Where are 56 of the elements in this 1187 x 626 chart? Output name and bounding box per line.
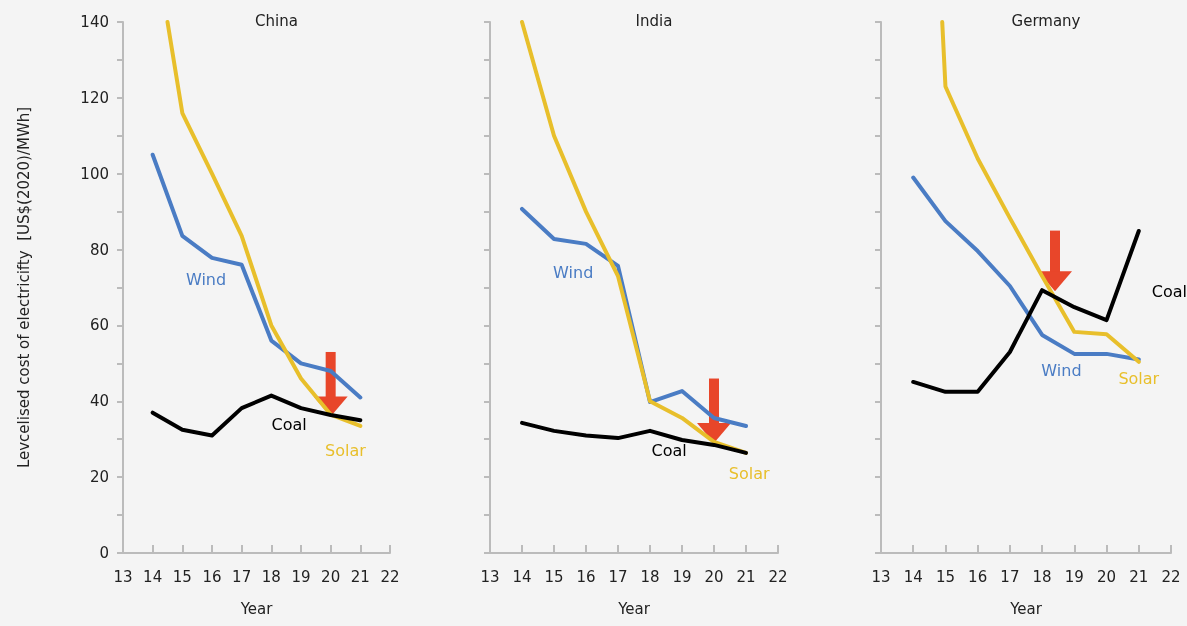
y-tick-label: 0 — [99, 544, 109, 562]
x-tick-label: 15 — [172, 567, 192, 586]
x-tick-label: 20 — [1097, 567, 1117, 586]
chart-title: Germany — [1011, 11, 1081, 30]
series-label: Coal — [1151, 281, 1187, 301]
x-tick-label: 22 — [1161, 567, 1181, 586]
y-tick-label: 140 — [80, 13, 109, 31]
x-tick-label: 22 — [768, 567, 788, 586]
series-label: Wind — [553, 262, 594, 282]
x-tick-label: 19 — [291, 567, 311, 586]
x-tick-label: 18 — [640, 567, 660, 586]
line-series — [150, 393, 363, 438]
x-tick-label: 14 — [512, 567, 532, 586]
x-tick-label: 18 — [1032, 567, 1052, 586]
line-series — [150, 152, 363, 400]
x-tick-label: 21 — [350, 567, 370, 586]
x-tick-label: 13 — [871, 567, 891, 586]
x-tick-label: 21 — [736, 567, 756, 586]
y-tick-label: 80 — [89, 240, 109, 259]
series-label: Wind — [185, 270, 227, 290]
x-tick-label: 13 — [113, 567, 133, 586]
x-axis-title: Year — [1009, 599, 1043, 618]
x-tick-label: 20 — [321, 567, 341, 586]
x-tick-label: 15 — [935, 567, 955, 586]
y-tick-label: 60 — [89, 316, 109, 335]
y-axis-title: Levcelised cost of electricifty [US$(2020)/MWh] — [14, 106, 33, 469]
x-tick-label: 20 — [704, 567, 724, 586]
x-tick-label: 21 — [1129, 567, 1149, 586]
x-tick-label: 22 — [380, 567, 400, 586]
x-tick-label: 16 — [576, 567, 596, 586]
series-label: Coal — [271, 414, 307, 434]
y-tick-label: 20 — [89, 468, 109, 487]
x-tick-label: 17 — [1000, 567, 1020, 586]
chart-title: China — [255, 11, 298, 30]
x-tick-label: 19 — [1064, 567, 1084, 586]
x-axis-title: Year — [617, 599, 651, 618]
x-tick-label: 14 — [143, 567, 163, 586]
series-label: Solar — [728, 463, 770, 483]
y-tick-label: 100 — [80, 164, 109, 183]
x-tick-label: 15 — [544, 567, 564, 586]
x-tick-label: 19 — [672, 567, 692, 586]
x-tick-label: 17 — [608, 567, 628, 586]
series-label: Solar — [325, 441, 367, 461]
x-tick-label: 18 — [261, 567, 281, 586]
x-tick-label: 14 — [903, 567, 923, 586]
x-tick-label: 16 — [968, 567, 988, 586]
y-tick-label: 40 — [89, 392, 109, 411]
series-label: Coal — [651, 441, 687, 461]
x-tick-label: 17 — [232, 567, 252, 586]
series-label: Solar — [1118, 369, 1160, 389]
x-tick-label: 16 — [202, 567, 222, 586]
series-label: Wind — [1041, 361, 1082, 381]
x-axis-title: Year — [239, 599, 274, 618]
x-tick-label: 13 — [480, 567, 500, 586]
y-tick-label: 120 — [80, 88, 109, 107]
chart-title: India — [635, 11, 673, 30]
